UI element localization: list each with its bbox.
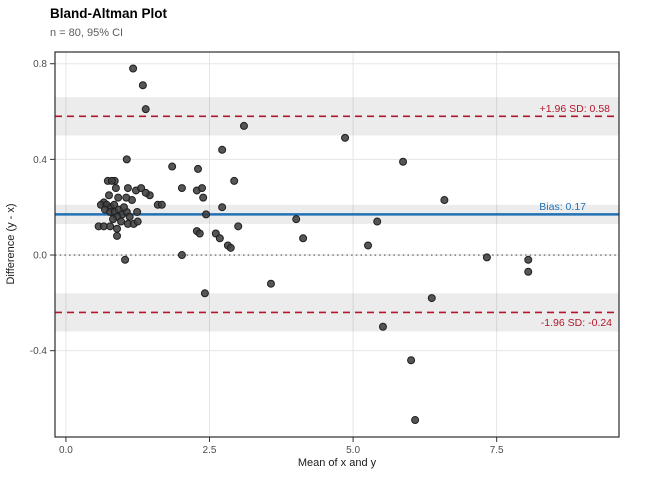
data-point — [177, 184, 186, 193]
x-tick-label: 5.0 — [346, 445, 360, 456]
data-point — [113, 231, 122, 240]
data-point — [117, 217, 126, 226]
x-axis-title: Mean of x and y — [298, 457, 377, 469]
data-point — [299, 234, 308, 243]
data-point — [141, 188, 150, 197]
data-point — [133, 207, 142, 216]
x-tick-label: 2.5 — [203, 445, 217, 456]
data-point — [218, 203, 227, 212]
data-point — [198, 184, 207, 193]
data-point — [378, 322, 387, 331]
data-point — [133, 217, 142, 226]
data-point — [230, 176, 239, 185]
data-point — [215, 234, 224, 243]
y-tick-label: 0.8 — [33, 59, 47, 70]
data-point — [373, 217, 382, 226]
y-axis-title: Difference (y - x) — [5, 203, 17, 284]
data-point — [341, 133, 350, 142]
data-point — [113, 224, 122, 233]
data-point — [157, 200, 166, 209]
data-point — [440, 196, 449, 205]
data-point — [125, 212, 134, 221]
data-point — [200, 289, 209, 298]
data-point — [129, 64, 138, 73]
data-point — [137, 184, 146, 193]
data-point — [104, 191, 113, 200]
data-point — [427, 294, 436, 303]
data-point — [109, 215, 118, 224]
data-point — [123, 184, 132, 193]
data-point — [292, 215, 301, 224]
x-tick-label: 7.5 — [490, 445, 504, 456]
panel-border — [54, 51, 620, 438]
data-point — [111, 184, 120, 193]
data-point — [177, 251, 186, 260]
data-point — [226, 243, 235, 252]
data-point — [407, 356, 416, 365]
data-point — [106, 222, 115, 231]
data-point — [114, 193, 123, 202]
data-point — [121, 255, 130, 264]
data-point — [482, 253, 491, 262]
data-point — [524, 267, 533, 276]
data-point — [411, 416, 420, 425]
data-point — [119, 203, 128, 212]
data-point — [202, 210, 211, 219]
data-point — [195, 229, 204, 238]
data-point — [266, 279, 275, 288]
data-point — [168, 162, 177, 171]
data-point — [364, 241, 373, 250]
data-point — [141, 105, 150, 114]
y-tick-label: 0.0 — [33, 251, 47, 262]
data-point — [399, 157, 408, 166]
chart-title: Bland-Altman Plot — [50, 6, 167, 21]
data-point — [194, 164, 203, 173]
chart-subtitle: n = 80, 95% CI — [50, 27, 124, 39]
data-point — [199, 193, 208, 202]
lower-loa-label: -1.96 SD: -0.24 — [541, 317, 612, 329]
upper-loa-label: +1.96 SD: 0.58 — [540, 103, 611, 115]
data-point — [524, 255, 533, 264]
bias-label: Bias: 0.17 — [539, 201, 586, 213]
y-tick-label: 0.4 — [33, 155, 47, 166]
data-point — [122, 155, 131, 164]
data-point — [138, 81, 147, 90]
x-tick-label: 0.0 — [59, 445, 73, 456]
data-point — [122, 193, 131, 202]
data-point — [234, 222, 243, 231]
data-point — [239, 121, 248, 130]
y-tick-label: -0.4 — [30, 346, 48, 357]
data-point — [107, 176, 116, 185]
data-point — [218, 145, 227, 154]
